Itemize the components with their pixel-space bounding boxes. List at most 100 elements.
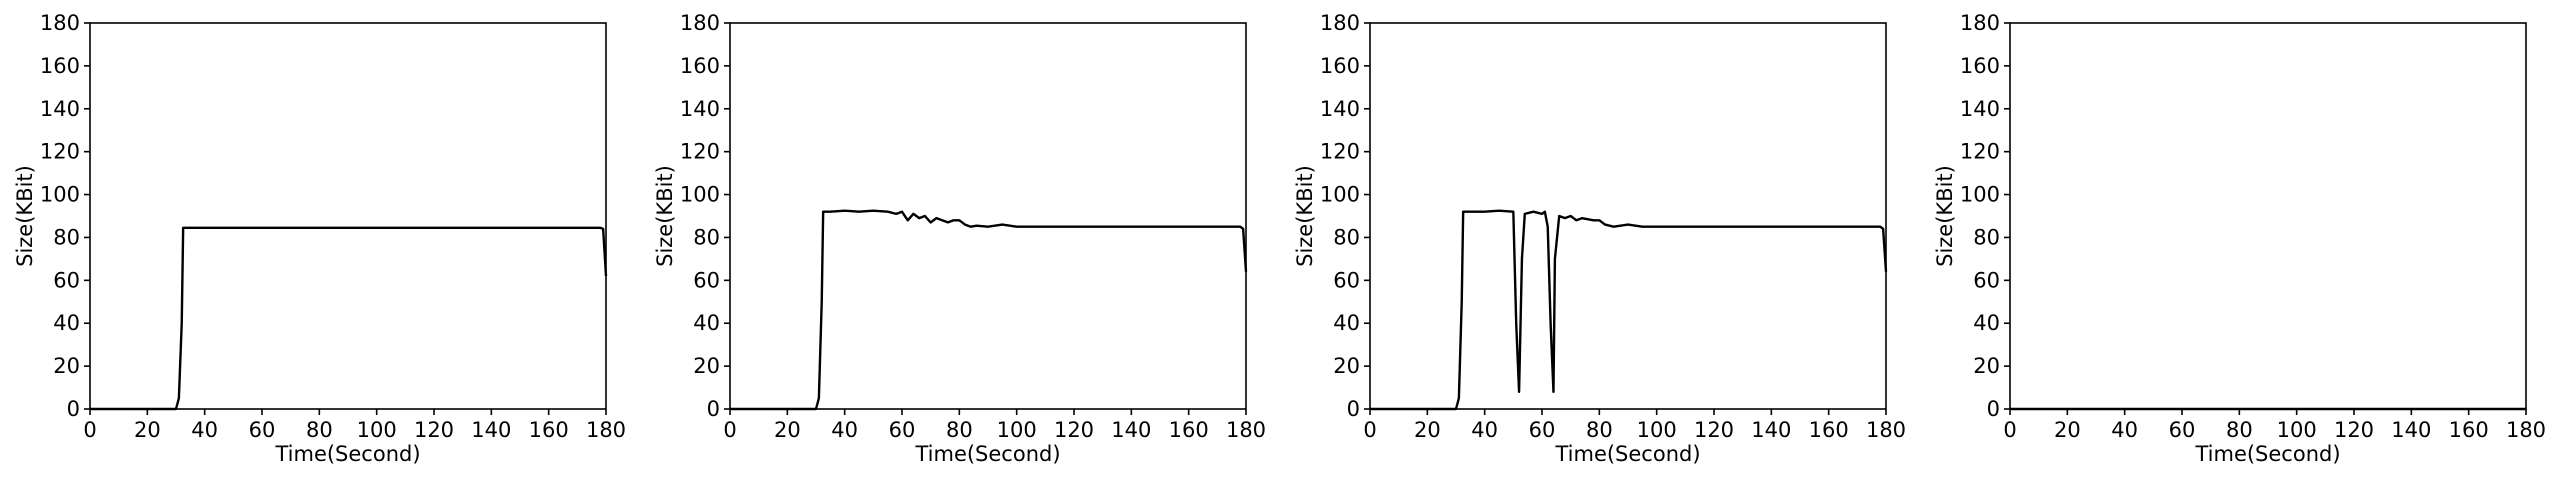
y-tick-label: 0: [67, 397, 80, 421]
y-tick-label: 60: [53, 268, 80, 292]
x-tick-label: 80: [2226, 418, 2253, 442]
x-tick-label: 100: [2277, 418, 2317, 442]
series-line: [730, 209, 1248, 411]
y-tick-label: 40: [53, 311, 80, 335]
x-tick-label: 180: [2506, 418, 2546, 442]
plot-frame: [2009, 22, 2527, 410]
x-tick-label: 40: [1471, 418, 1498, 442]
y-tick-label: 60: [1973, 268, 2000, 292]
y-tick-label: 140: [1960, 97, 2000, 121]
x-tick-label: 0: [2003, 418, 2016, 442]
y-axis-label: Size(KBit): [1293, 165, 1317, 267]
x-axis-label: Time(Second): [274, 442, 420, 466]
x-tick-label: 80: [306, 418, 333, 442]
x-tick-label: 100: [1637, 418, 1677, 442]
x-tick-label: 140: [1751, 418, 1791, 442]
chart-panel-3: 0 20 40 60 80 100 120 140 160 180 0 20 40 60 80 100 120 1…: [1293, 11, 1906, 466]
x-tick-label: 60: [2169, 418, 2196, 442]
y-tick-label: 160: [1960, 54, 2000, 78]
x-tick-label: 160: [1169, 418, 1209, 442]
y-tick-label: 180: [1320, 11, 1360, 35]
y-tick-label: 40: [1333, 311, 1360, 335]
x-tick-label: 20: [2054, 418, 2081, 442]
plot-frame: [729, 22, 1247, 410]
series-line: [1370, 209, 1888, 411]
y-tick-label: 80: [1333, 225, 1360, 249]
y-tick-label: 40: [1973, 311, 2000, 335]
y-tick-label: 180: [40, 11, 80, 35]
y-axis-label: Size(KBit): [13, 165, 37, 267]
x-tick-label: 160: [1809, 418, 1849, 442]
x-tick-label: 20: [774, 418, 801, 442]
y-tick-label: 20: [1333, 354, 1360, 378]
y-tick-label: 80: [1973, 225, 2000, 249]
y-tick-label: 100: [1320, 183, 1360, 207]
x-axis-label: Time(Second): [2194, 442, 2340, 466]
y-tick-label: 40: [693, 311, 720, 335]
y-tick-label: 0: [1347, 397, 1360, 421]
x-tick-label: 160: [529, 418, 569, 442]
x-tick-label: 140: [2391, 418, 2431, 442]
x-tick-label: 0: [83, 418, 96, 442]
x-tick-label: 100: [997, 418, 1037, 442]
x-tick-label: 100: [357, 418, 397, 442]
x-tick-label: 140: [471, 418, 511, 442]
x-tick-label: 40: [2111, 418, 2138, 442]
plot-frame: [1369, 22, 1887, 410]
x-tick-label: 40: [191, 418, 218, 442]
x-tick-label: 180: [586, 418, 626, 442]
x-tick-label: 20: [1414, 418, 1441, 442]
y-tick-label: 60: [693, 268, 720, 292]
chart-panel-2: 0 20 40 60 80 100 120 140 160 180 0 20 40 60 80 100 120 1…: [653, 11, 1266, 466]
y-tick-label: 140: [680, 97, 720, 121]
y-tick-label: 20: [1973, 354, 2000, 378]
y-tick-label: 0: [1987, 397, 2000, 421]
y-tick-label: 60: [1333, 268, 1360, 292]
y-tick-label: 20: [693, 354, 720, 378]
plot-frame: [89, 22, 607, 410]
x-tick-label: 20: [134, 418, 161, 442]
x-tick-label: 160: [2449, 418, 2489, 442]
x-tick-label: 120: [414, 418, 454, 442]
y-tick-label: 120: [1960, 140, 2000, 164]
y-tick-label: 140: [1320, 97, 1360, 121]
y-tick-label: 100: [1960, 183, 2000, 207]
y-axis-label: Size(KBit): [653, 165, 677, 267]
x-tick-label: 120: [2334, 418, 2374, 442]
x-tick-label: 60: [249, 418, 276, 442]
y-tick-label: 140: [40, 97, 80, 121]
y-tick-label: 160: [40, 54, 80, 78]
x-tick-label: 140: [1111, 418, 1151, 442]
series-line: [90, 226, 608, 411]
y-tick-label: 180: [1960, 11, 2000, 35]
y-tick-label: 160: [1320, 54, 1360, 78]
x-tick-label: 120: [1694, 418, 1734, 442]
y-tick-label: 100: [680, 183, 720, 207]
y-tick-label: 160: [680, 54, 720, 78]
y-tick-label: 80: [693, 225, 720, 249]
x-tick-label: 0: [723, 418, 736, 442]
x-tick-label: 0: [1363, 418, 1376, 442]
y-tick-label: 180: [680, 11, 720, 35]
y-tick-label: 120: [40, 140, 80, 164]
chart-panel-1: 0 20 40 60 80 100 120 140 160 180 0 20 40 60 80 100 120 1…: [13, 11, 626, 466]
x-tick-label: 40: [831, 418, 858, 442]
chart-panel-4: 0 20 40 60 80 100 120 140 160 180 0 20 40 60 80 100 120 1…: [1933, 11, 2546, 466]
x-tick-label: 60: [1529, 418, 1556, 442]
y-tick-label: 100: [40, 183, 80, 207]
x-axis-label: Time(Second): [914, 442, 1060, 466]
x-tick-label: 120: [1054, 418, 1094, 442]
x-axis-label: Time(Second): [1554, 442, 1700, 466]
y-tick-label: 80: [53, 225, 80, 249]
y-tick-label: 120: [1320, 140, 1360, 164]
y-tick-label: 120: [680, 140, 720, 164]
x-tick-label: 60: [889, 418, 916, 442]
x-tick-label: 80: [946, 418, 973, 442]
y-axis-label: Size(KBit): [1933, 165, 1957, 267]
x-tick-label: 180: [1226, 418, 1266, 442]
y-tick-label: 20: [53, 354, 80, 378]
x-tick-label: 80: [1586, 418, 1613, 442]
x-tick-label: 180: [1866, 418, 1906, 442]
y-tick-label: 0: [707, 397, 720, 421]
